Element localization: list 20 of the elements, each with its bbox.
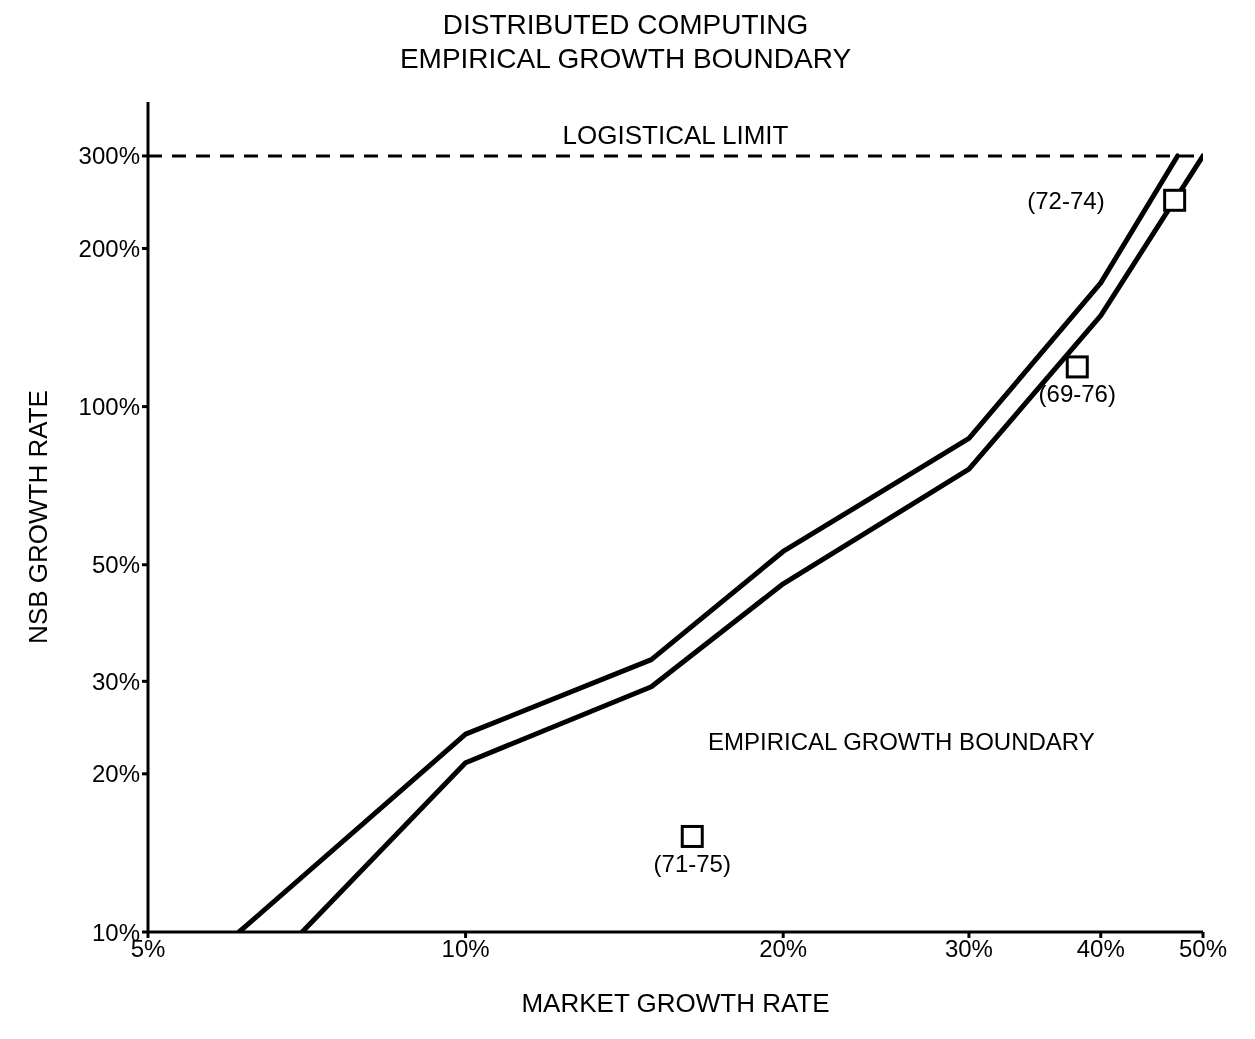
y-tick-label: 200% bbox=[78, 234, 140, 262]
y-tick-label: 50% bbox=[91, 551, 140, 579]
y-tick-label: 20% bbox=[91, 760, 140, 788]
x-tick-label: 30% bbox=[944, 935, 993, 963]
y-tick-label: 30% bbox=[91, 667, 140, 695]
x-tick-label: 10% bbox=[441, 935, 490, 963]
annotation: EMPIRICAL GROWTH BOUNDARY bbox=[708, 728, 1095, 756]
y-axis-title: NSB GROWTH RATE bbox=[23, 390, 54, 644]
y-tick-label: 100% bbox=[78, 393, 140, 421]
x-axis-title: MARKET GROWTH RATE bbox=[521, 988, 830, 1018]
y-tick-label: 300% bbox=[78, 142, 140, 170]
chart-title: DISTRIBUTED COMPUTING bbox=[441, 8, 810, 42]
x-tick-label: 20% bbox=[759, 935, 808, 963]
annotation: (71-75) bbox=[653, 849, 731, 877]
ref-line-label: LOGISTICAL LIMIT bbox=[562, 119, 789, 150]
chart-subtitle: EMPIRICAL GROWTH BOUNDARY bbox=[398, 42, 853, 76]
annotation: (72-74) bbox=[1027, 186, 1105, 214]
x-tick-label: 50% bbox=[1178, 935, 1228, 963]
x-tick-label: 40% bbox=[1076, 935, 1125, 963]
annotation: (69-76) bbox=[1038, 379, 1116, 407]
